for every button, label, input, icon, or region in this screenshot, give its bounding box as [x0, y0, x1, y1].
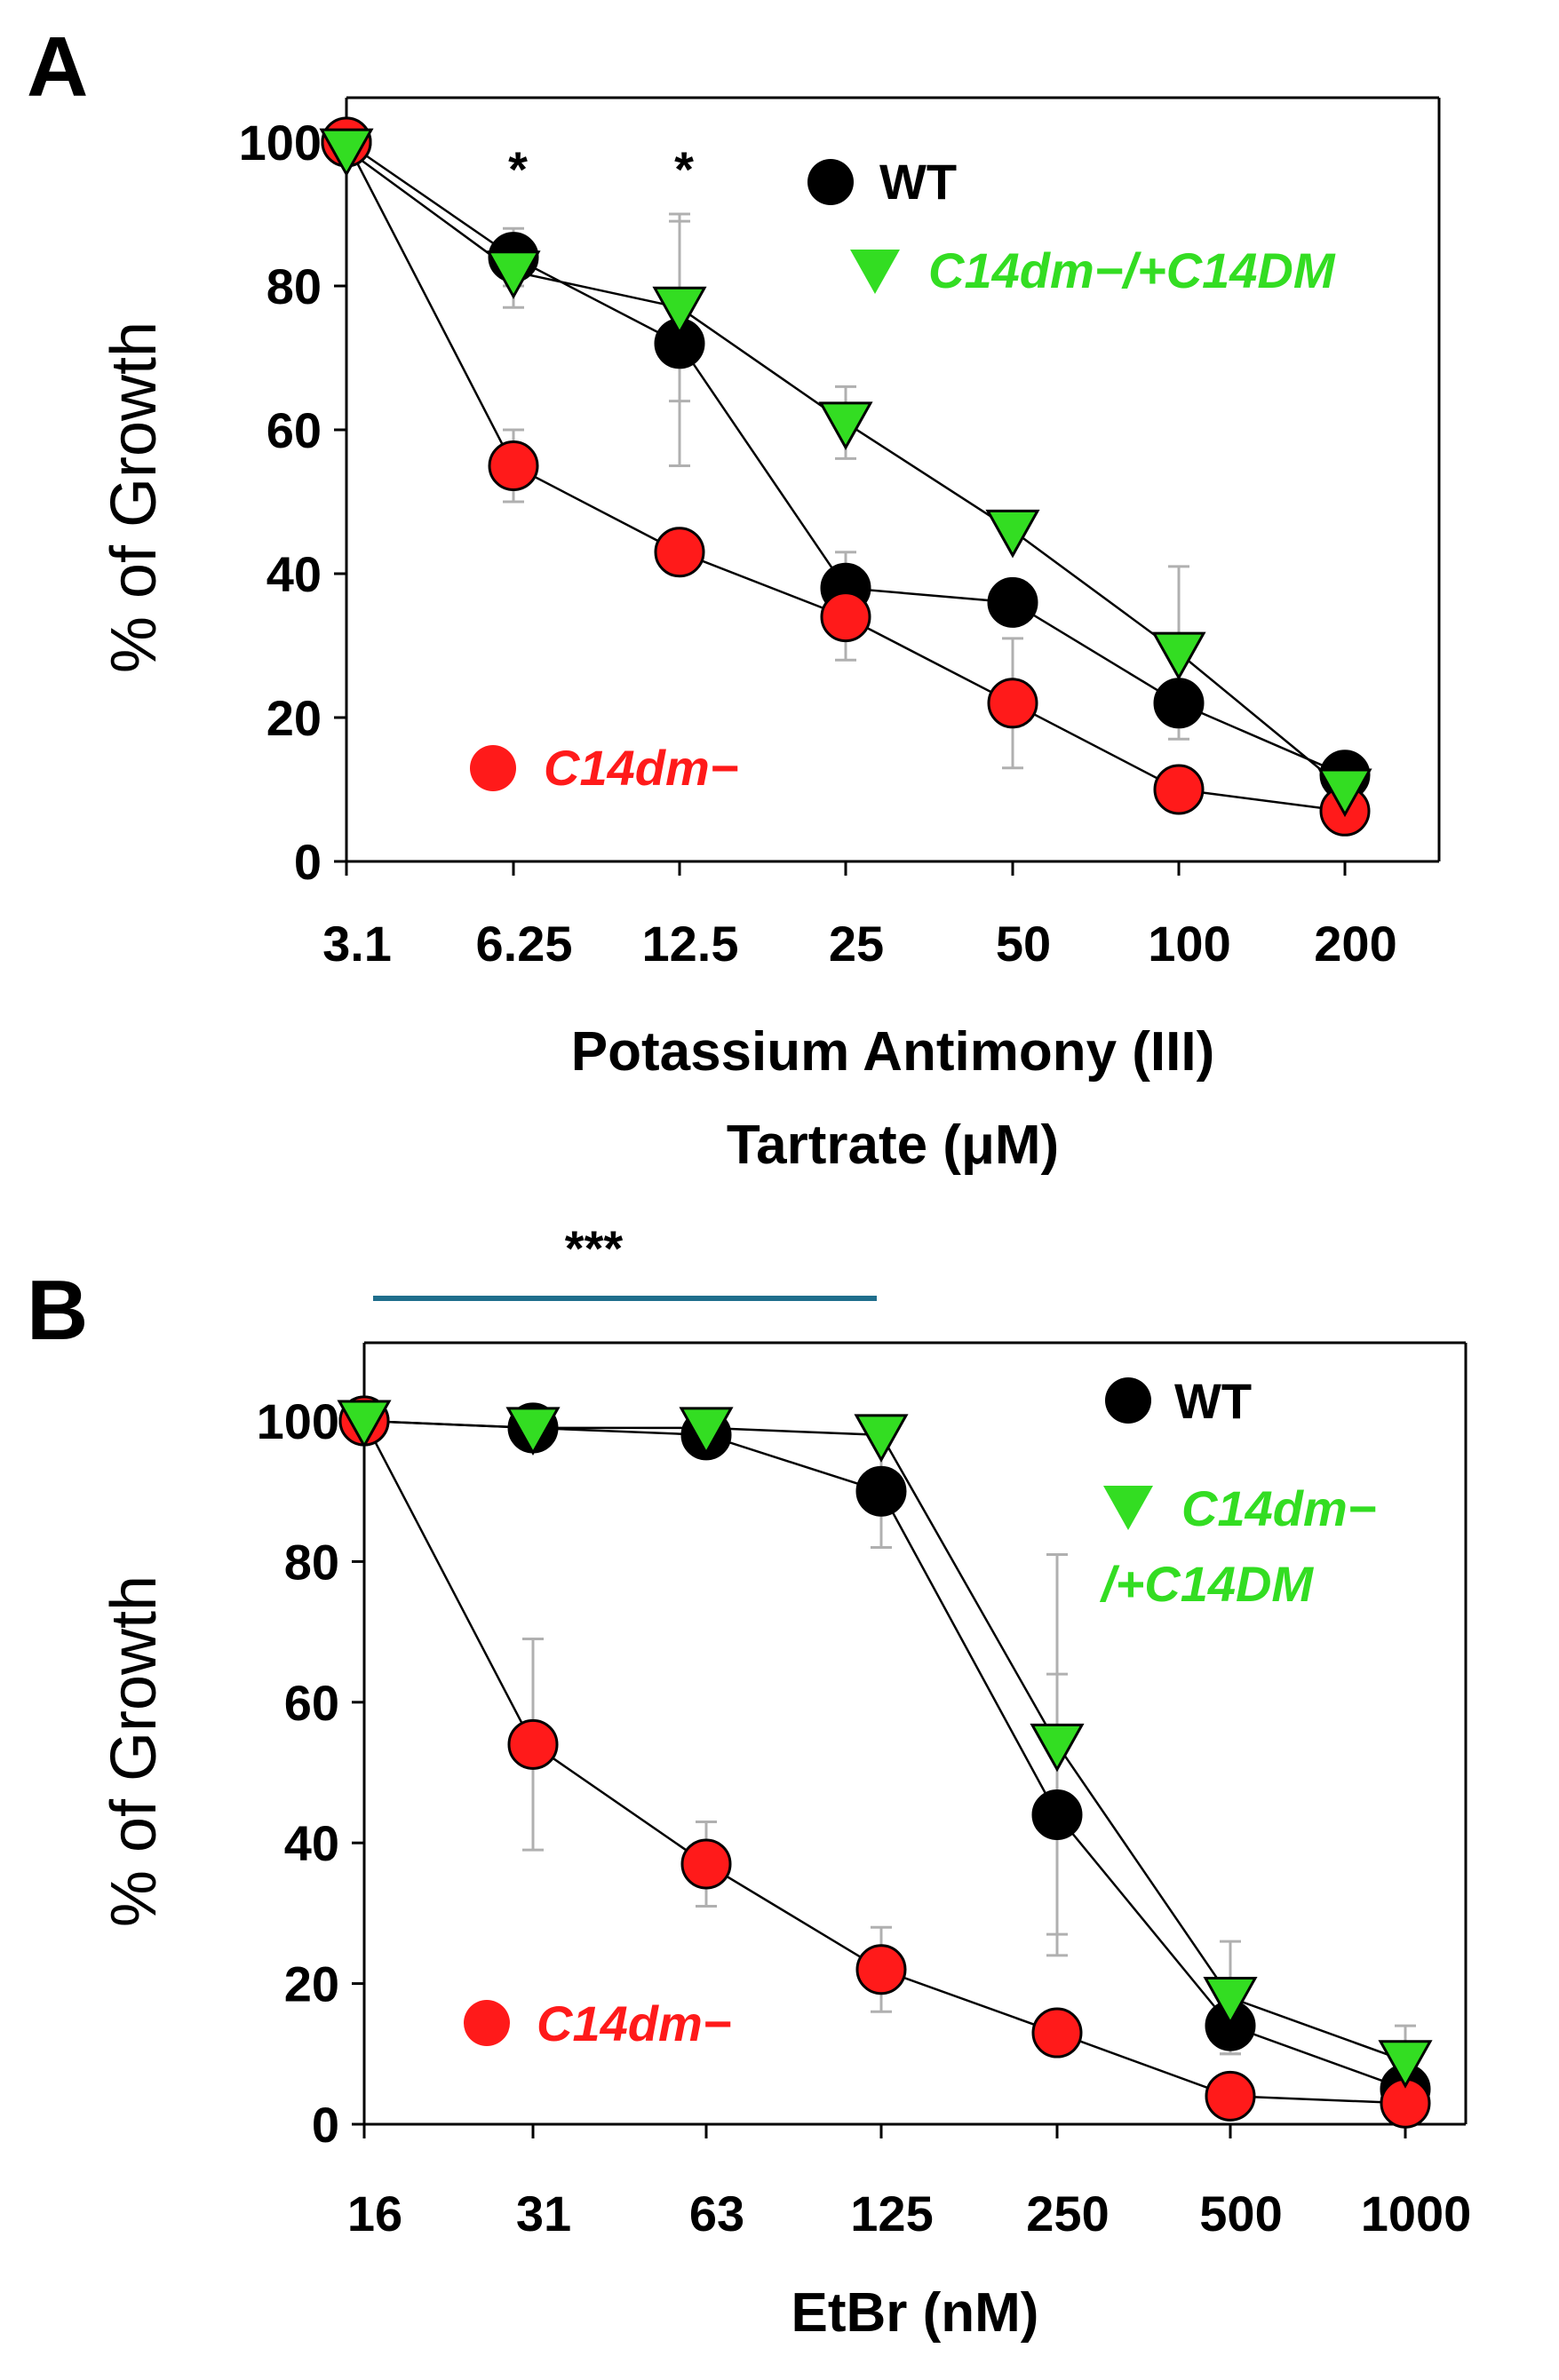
data-point-mutant: [654, 527, 705, 578]
x-tick-label: 25: [829, 916, 884, 972]
legend-label-mutant: C14dm−: [544, 740, 738, 796]
legend-marker-mutant: [464, 2000, 510, 2046]
significance-star: *: [674, 141, 694, 197]
data-point-mutant: [1031, 2007, 1083, 2059]
x-tick-label: 3.1: [322, 916, 392, 972]
significance-star: *: [508, 141, 528, 197]
y-tick-label: 100: [257, 1393, 339, 1449]
data-point-wt: [1153, 678, 1205, 729]
x-tick-label: 1000: [1361, 2186, 1472, 2241]
data-point-mutant: [488, 440, 539, 491]
y-tick-label: 20: [284, 1956, 339, 2012]
panel-a: A 0 20 40 60 80 100 3.1 6.25 12.5 25 50 100 200 Potass…: [27, 20, 1441, 1176]
legend-label-wt: WT: [879, 154, 957, 210]
data-point-mutant: [987, 678, 1038, 729]
data-point-complement: [319, 128, 374, 178]
y-tick-label: 20: [266, 690, 322, 746]
legend-label-wt: WT: [1174, 1373, 1252, 1429]
x-tick-label: 16: [347, 2186, 402, 2241]
y-tick-label: 60: [266, 402, 322, 458]
y-tick-label: 0: [294, 834, 322, 890]
data-point-wt: [855, 1465, 907, 1517]
y-axis-label: % of Growth: [99, 1575, 170, 1927]
data-point-complement: [1151, 631, 1206, 681]
data-point-complement: [1203, 1976, 1258, 2026]
data-point-complement: [505, 1407, 561, 1456]
panel-b: B 0 20 40 60 80 100 16 31 63 125 250 500 1000 EtBr (nM…: [27, 1220, 1471, 2344]
data-point-mutant: [680, 1838, 732, 1890]
y-tick-label: 80: [284, 1534, 339, 1590]
x-axis-label: Tartrate (μM): [727, 1115, 1059, 1176]
y-tick-label: 0: [312, 2097, 339, 2153]
y-tick-label: 40: [284, 1815, 339, 1871]
legend-label-complement: C14dm−: [1181, 1480, 1376, 1536]
legend-marker-mutant: [470, 745, 516, 791]
data-point-complement: [486, 250, 541, 299]
data-point-wt: [987, 576, 1038, 628]
data-point-mutant: [820, 591, 871, 643]
x-tick-label: 100: [1148, 916, 1230, 972]
x-tick-label: 500: [1199, 2186, 1282, 2241]
x-tick-label: 31: [516, 2186, 571, 2241]
x-tick-label: 125: [850, 2186, 933, 2241]
x-tick-label: 6.25: [476, 916, 573, 972]
data-point-complement: [1378, 2040, 1433, 2089]
x-tick-label: 250: [1026, 2186, 1109, 2241]
data-point-mutant: [1205, 2070, 1256, 2122]
x-axis-label: Potassium Antimony (III): [571, 1021, 1215, 1083]
y-axis-label: % of Growth: [99, 321, 170, 673]
panel-letter: A: [27, 20, 88, 115]
data-point-mutant: [1153, 764, 1205, 815]
x-tick-label: 50: [996, 916, 1051, 972]
data-point-wt: [1031, 1789, 1083, 1841]
y-tick-label: 40: [266, 546, 322, 602]
significance-stars: ***: [565, 1220, 624, 1276]
x-tick-label: 63: [689, 2186, 744, 2241]
data-point-complement: [1030, 1723, 1085, 1773]
legend-label-complement-line2: /+C14DM: [1099, 1556, 1314, 1612]
data-point-mutant: [855, 1944, 907, 1995]
legend-marker-wt: [807, 159, 854, 205]
data-point-complement: [1317, 768, 1372, 818]
x-axis-label: EtBr (nM): [791, 2282, 1039, 2344]
legend-label-mutant: C14dm−: [537, 1995, 731, 2051]
legend-marker-complement: [850, 250, 900, 294]
data-point-complement: [337, 1400, 392, 1449]
legend-marker-wt: [1105, 1377, 1151, 1424]
data-point-complement: [679, 1407, 734, 1456]
x-tick-label: 12.5: [642, 916, 739, 972]
data-point-complement: [652, 286, 707, 336]
y-tick-label: 80: [266, 258, 322, 314]
y-tick-label: 60: [284, 1675, 339, 1731]
legend-marker-complement: [1103, 1486, 1153, 1530]
y-tick-label: 100: [239, 115, 322, 171]
data-point-complement: [818, 401, 873, 450]
data-point-complement: [985, 509, 1040, 559]
x-tick-label: 200: [1314, 916, 1396, 972]
data-point-complement: [854, 1414, 909, 1463]
data-point-mutant: [507, 1718, 559, 1770]
legend-label-complement: C14dm−/+C14DM: [928, 242, 1336, 298]
panel-letter: B: [27, 1263, 88, 1358]
